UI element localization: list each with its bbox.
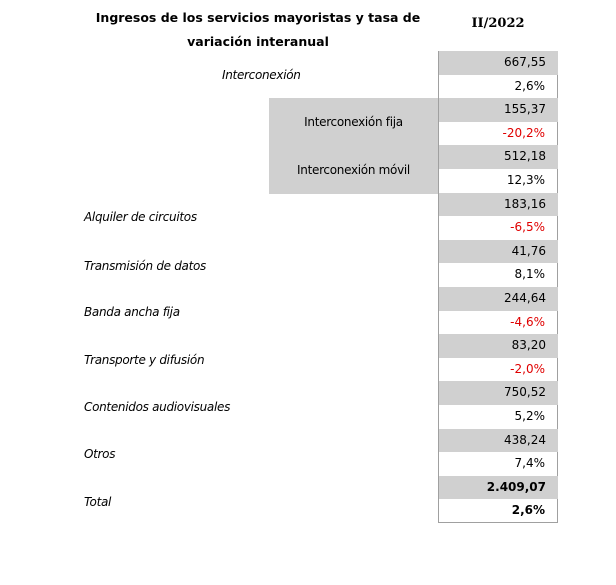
row-label-transmision-datos: Transmisión de datos	[84, 259, 206, 273]
table-title: Ingresos de los servicios mayoristas y t…	[95, 10, 421, 49]
rate-cell-transporte-difusion: -2,0%	[438, 357, 558, 382]
value-cell-alquiler-circuitos: 183,16	[438, 192, 558, 217]
row-label-contenidos-audiovisuales: Contenidos audiovisuales	[84, 400, 231, 414]
row-label-interconexion-movil: Interconexión móvil	[269, 146, 438, 194]
values-column: 667,55 2,6% 155,37 -20,2% 512,18 12,3% 1…	[438, 51, 558, 523]
value-cell-otros: 438,24	[438, 428, 558, 453]
value-cell-banda-ancha-fija: 244,64	[438, 286, 558, 311]
row-label-otros: Otros	[84, 447, 116, 461]
value-cell-transmision-datos: 41,76	[438, 239, 558, 264]
value-cell-contenidos-audiovisuales: 750,52	[438, 381, 558, 405]
rate-cell-otros: 7,4%	[438, 452, 558, 476]
value-cell-interconexion-fija: 155,37	[438, 98, 558, 122]
row-label-transporte-difusion: Transporte y difusión	[84, 353, 205, 367]
rate-cell-contenidos-audiovisuales: 5,2%	[438, 404, 558, 429]
rate-cell-interconexion-fija: -20,2%	[438, 121, 558, 146]
rate-cell-transmision-datos: 8,1%	[438, 263, 558, 287]
row-label-alquiler-circuitos: Alquiler de circuitos	[84, 210, 197, 224]
rate-cell-alquiler-circuitos: -6,5%	[438, 216, 558, 240]
rate-cell-interconexion-movil: 12,3%	[438, 168, 558, 193]
value-cell-interconexion-movil: 512,18	[438, 145, 558, 169]
value-cell-interconexion: 667,55	[438, 51, 558, 75]
rate-cell-banda-ancha-fija: -4,6%	[438, 310, 558, 335]
rate-cell-total: 2,6%	[438, 499, 558, 523]
value-cell-total: 2.409,07	[438, 475, 558, 500]
rate-cell-interconexion: 2,6%	[438, 74, 558, 99]
row-label-banda-ancha-fija: Banda ancha fija	[84, 305, 180, 319]
row-label-interconexion-fija: Interconexión fija	[269, 98, 438, 146]
period-header: II/2022	[471, 16, 525, 31]
row-label-interconexion: Interconexión	[222, 68, 301, 82]
row-label-total: Total	[84, 495, 112, 509]
value-cell-transporte-difusion: 83,20	[438, 334, 558, 358]
